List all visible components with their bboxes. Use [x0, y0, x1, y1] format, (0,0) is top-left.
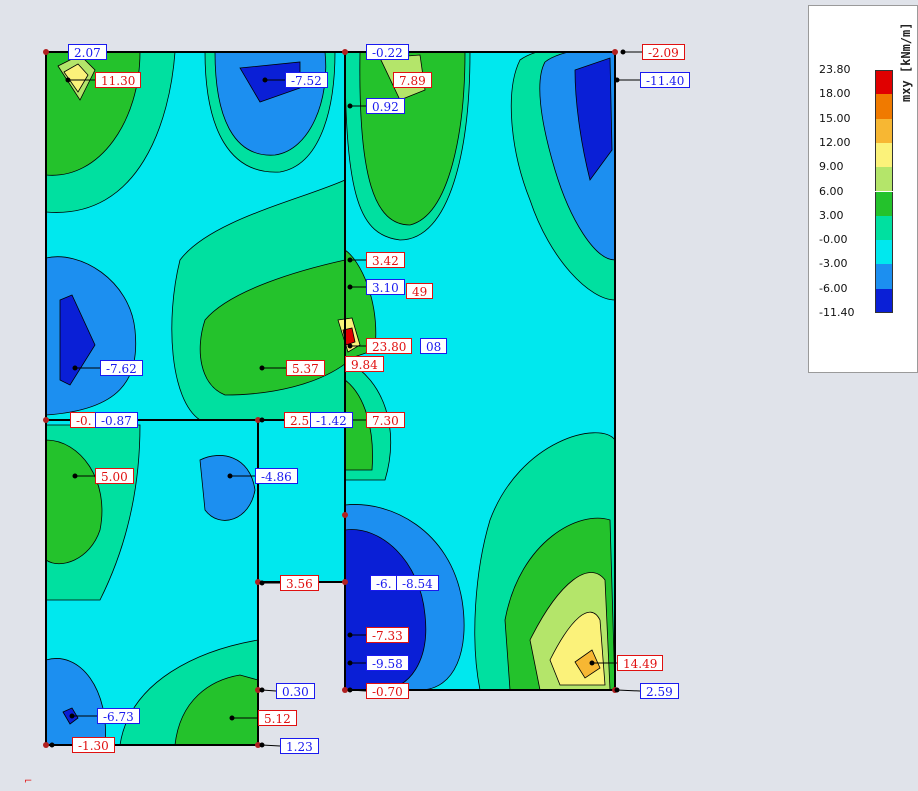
result-value-label[interactable]: -1.30: [72, 737, 115, 753]
legend-swatch: [875, 94, 893, 119]
result-value-label[interactable]: 2.5: [284, 412, 316, 428]
result-value-label[interactable]: 2.59: [640, 683, 679, 699]
legend-swatch: [875, 240, 893, 265]
result-point: [347, 103, 353, 109]
result-point: [227, 473, 233, 479]
legend-level: 12.00: [819, 135, 851, 149]
result-value-label[interactable]: -7.52: [285, 72, 328, 88]
legend-swatch: [875, 288, 893, 313]
result-value-label[interactable]: -6.73: [97, 708, 140, 724]
result-value-label[interactable]: -7.62: [100, 360, 143, 376]
result-point: [259, 365, 265, 371]
legend-level: 23.80: [819, 63, 851, 76]
result-value-label[interactable]: -11.40: [640, 72, 691, 88]
legend-level: 6.00: [819, 184, 844, 198]
result-value-label[interactable]: -1.42: [310, 412, 353, 428]
legend-swatch: [875, 142, 893, 168]
legend-swatch: [875, 118, 893, 143]
legend-level: 9.00: [819, 160, 844, 174]
result-value-label[interactable]: -7.33: [366, 627, 409, 643]
result-value-label[interactable]: -0.22: [366, 44, 409, 60]
legend-level: -0.00: [819, 233, 848, 247]
result-value-label[interactable]: -6.: [370, 575, 398, 591]
result-point: [259, 742, 265, 748]
result-point: [347, 632, 353, 638]
result-point: [347, 257, 353, 263]
legend-unit: mxy [kNm/m]: [899, 22, 913, 102]
result-point: [72, 365, 78, 371]
result-point: [259, 417, 265, 423]
result-point: [262, 77, 268, 83]
result-value-label[interactable]: 2.07: [68, 44, 107, 60]
axis-marker: ⌐: [24, 776, 33, 787]
result-value-label[interactable]: -2.09: [642, 44, 685, 60]
result-point: [589, 660, 595, 666]
result-value-label[interactable]: 5.37: [286, 360, 325, 376]
result-value-label[interactable]: 5.00: [95, 468, 134, 484]
result-value-label[interactable]: 11.30: [95, 72, 142, 88]
result-point: [229, 715, 235, 721]
result-point: [259, 580, 265, 586]
result-value-label[interactable]: -0.: [70, 412, 98, 428]
legend-level: -11.40: [819, 306, 855, 319]
result-value-label[interactable]: 9.84: [345, 356, 384, 372]
result-point: [347, 687, 353, 693]
result-value-label[interactable]: 3.56: [280, 575, 319, 591]
result-value-label[interactable]: -4.86: [255, 468, 298, 484]
result-point: [72, 473, 78, 479]
result-point: [49, 742, 55, 748]
legend-level: 15.00: [819, 111, 851, 125]
leader-line: [261, 744, 281, 747]
legend-level: 18.00: [819, 87, 851, 101]
result-value-label[interactable]: 3.10: [366, 279, 405, 295]
leader-line: [616, 689, 641, 692]
result-point: [347, 343, 353, 349]
result-value-label[interactable]: 14.49: [617, 655, 664, 671]
result-value-label[interactable]: -0.87: [95, 412, 138, 428]
result-value-label[interactable]: -8.54: [396, 575, 439, 591]
result-value-label[interactable]: 7.89: [393, 72, 432, 88]
legend-swatch: [875, 167, 893, 192]
result-point: [65, 77, 71, 83]
result-value-label[interactable]: 3.42: [366, 252, 405, 268]
result-value-label[interactable]: 0.30: [276, 683, 315, 699]
result-value-label[interactable]: 5.12: [258, 710, 297, 726]
result-value-label[interactable]: 0.92: [366, 98, 405, 114]
result-value-label[interactable]: 1.23: [280, 738, 319, 754]
result-point: [614, 687, 620, 693]
leader-line: [349, 689, 367, 692]
result-point: [259, 687, 265, 693]
result-value-label[interactable]: 08: [420, 338, 448, 354]
legend-level: -3.00: [819, 257, 848, 271]
result-value-label[interactable]: -0.70: [366, 683, 409, 699]
result-value-label[interactable]: -9.58: [366, 655, 409, 671]
legend-swatch: [875, 191, 893, 216]
result-point: [614, 77, 620, 83]
result-point: [347, 660, 353, 666]
result-value-label[interactable]: 7.30: [366, 412, 405, 428]
result-point: [347, 284, 353, 290]
result-value-label[interactable]: 49: [406, 283, 434, 299]
color-legend: mxy [kNm/m] 23.80 18.00 15.00 12.00 9.00 6.00…: [808, 5, 918, 373]
contour-fill: [46, 52, 615, 745]
legend-level: 3.00: [819, 208, 844, 222]
result-value-label[interactable]: 23.80: [366, 338, 413, 354]
legend-swatch: [875, 215, 893, 241]
legend-swatch: [875, 264, 893, 289]
result-point: [620, 49, 626, 55]
label-leaders: [49, 49, 642, 748]
result-point: [69, 713, 75, 719]
legend-level: -6.00: [819, 281, 848, 295]
legend-swatch: [875, 70, 893, 95]
